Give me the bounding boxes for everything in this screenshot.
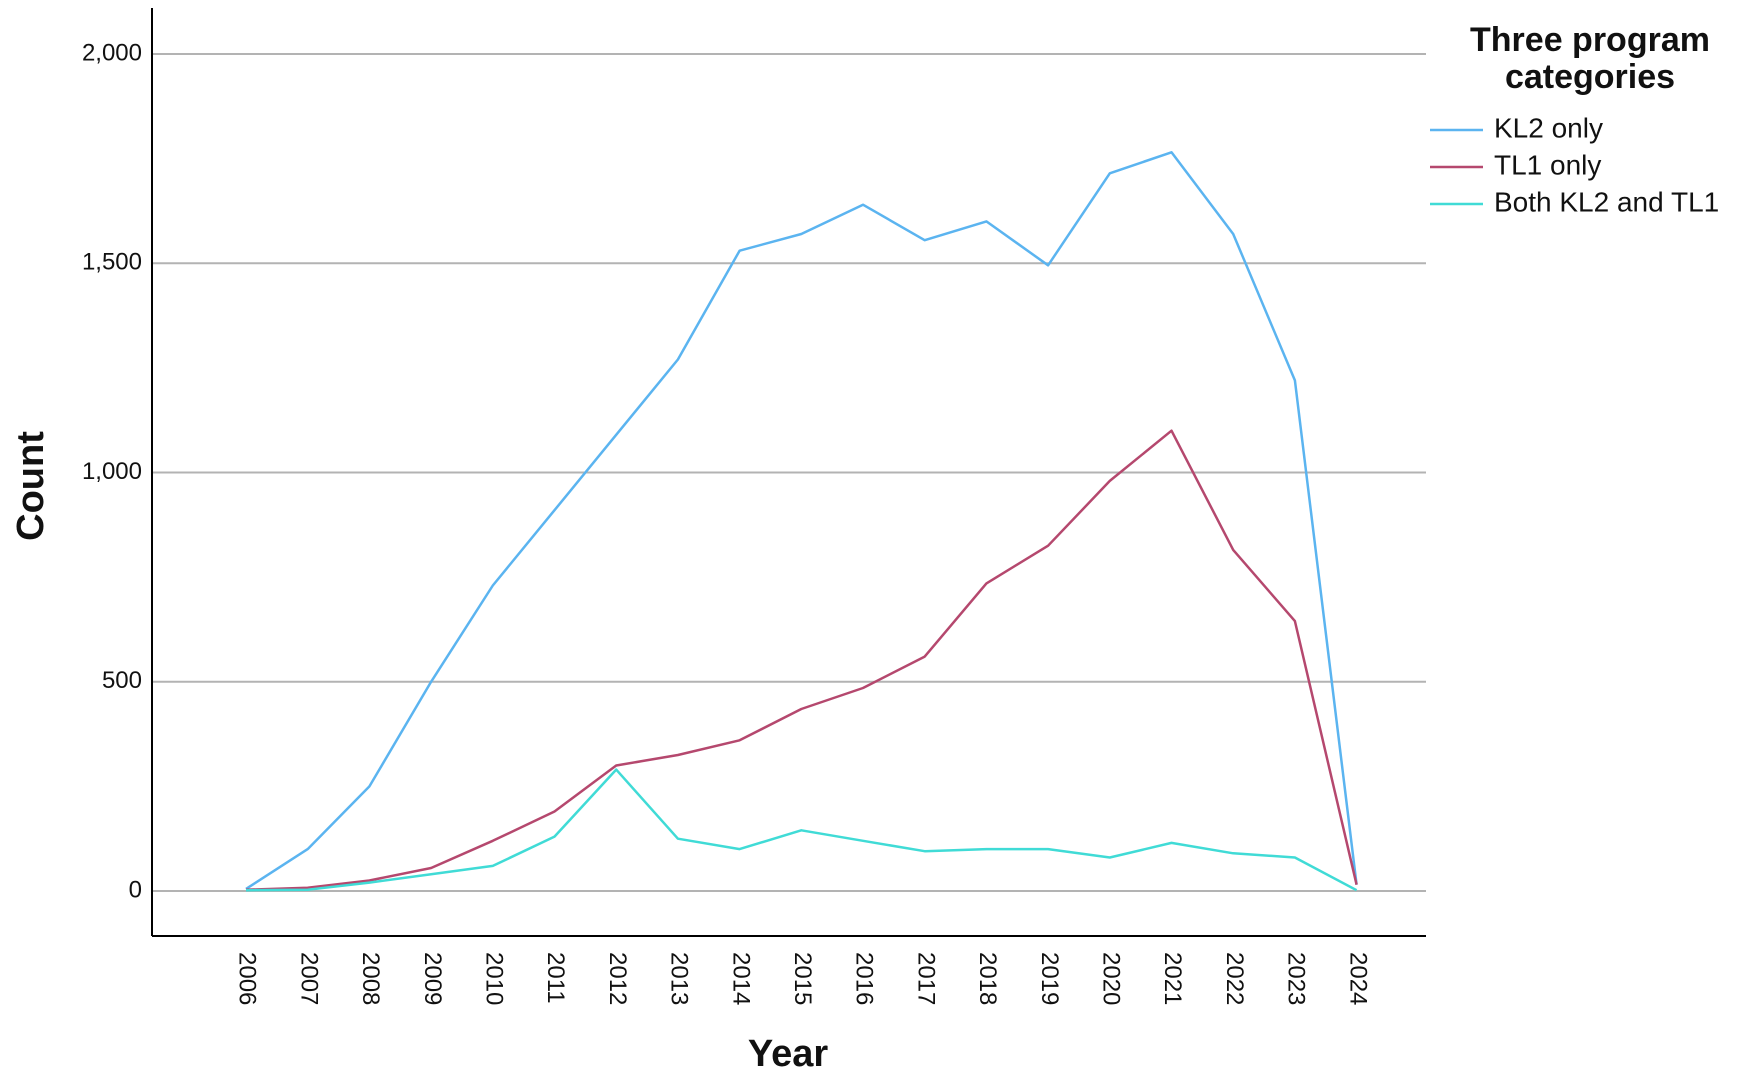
x-tick-label: 2010	[480, 952, 507, 1005]
legend: Three program categories KL2 only TL1 onl…	[1430, 21, 1719, 217]
legend-label: Both KL2 and TL1	[1494, 186, 1719, 217]
axes	[151, 8, 1426, 937]
x-tick-label: 2018	[974, 952, 1001, 1005]
legend-title-line-2: categories	[1505, 58, 1675, 96]
x-tick-label: 2012	[604, 952, 631, 1005]
x-tick-labels: 2006 2007 2008 2009 2010 2011 2012 2013 2014 2015…	[234, 952, 1372, 1005]
x-tick-label: 2011	[542, 952, 569, 1004]
x-tick-label: 2014	[727, 952, 754, 1005]
x-tick-label: 2020	[1097, 952, 1124, 1005]
series-line-kl2-only	[245, 151, 1358, 890]
legend-items: KL2 only TL1 only Both KL2 and TL1	[1430, 112, 1719, 217]
x-tick-label: 2008	[357, 952, 384, 1005]
x-tick-label: 2023	[1283, 952, 1310, 1005]
y-axis-title: Count	[10, 431, 52, 541]
legend-label: KL2 only	[1494, 112, 1603, 143]
series-line-both-kl2-and-tl1	[245, 768, 1358, 892]
y-tick-label: 0	[129, 876, 142, 903]
series-line-tl1-only	[245, 429, 1358, 891]
y-tick-labels: 0 500 1,000 1,500 2,000	[82, 39, 142, 903]
x-tick-label: 2024	[1344, 952, 1371, 1005]
x-tick-label: 2022	[1221, 952, 1248, 1005]
x-tick-label: 2021	[1159, 952, 1186, 1005]
x-tick-label: 2007	[295, 952, 322, 1005]
x-tick-label: 2015	[789, 952, 816, 1005]
x-axis-title: Year	[748, 1033, 829, 1075]
x-tick-label: 2009	[419, 952, 446, 1005]
x-tick-label: 2017	[912, 952, 939, 1005]
x-tick-label: 2016	[851, 952, 878, 1005]
y-tick-label: 500	[102, 667, 142, 694]
x-tick-label: 2019	[1036, 952, 1063, 1005]
series-lines	[245, 151, 1358, 892]
legend-title-line-1: Three program	[1470, 21, 1710, 59]
y-tick-label: 1,000	[82, 458, 142, 485]
y-tick-label: 2,000	[82, 39, 142, 66]
x-tick-label: 2013	[666, 952, 693, 1005]
x-tick-label: 2006	[234, 952, 261, 1005]
legend-label: TL1 only	[1494, 149, 1601, 180]
y-tick-label: 1,500	[82, 249, 142, 276]
gridlines	[152, 53, 1426, 892]
